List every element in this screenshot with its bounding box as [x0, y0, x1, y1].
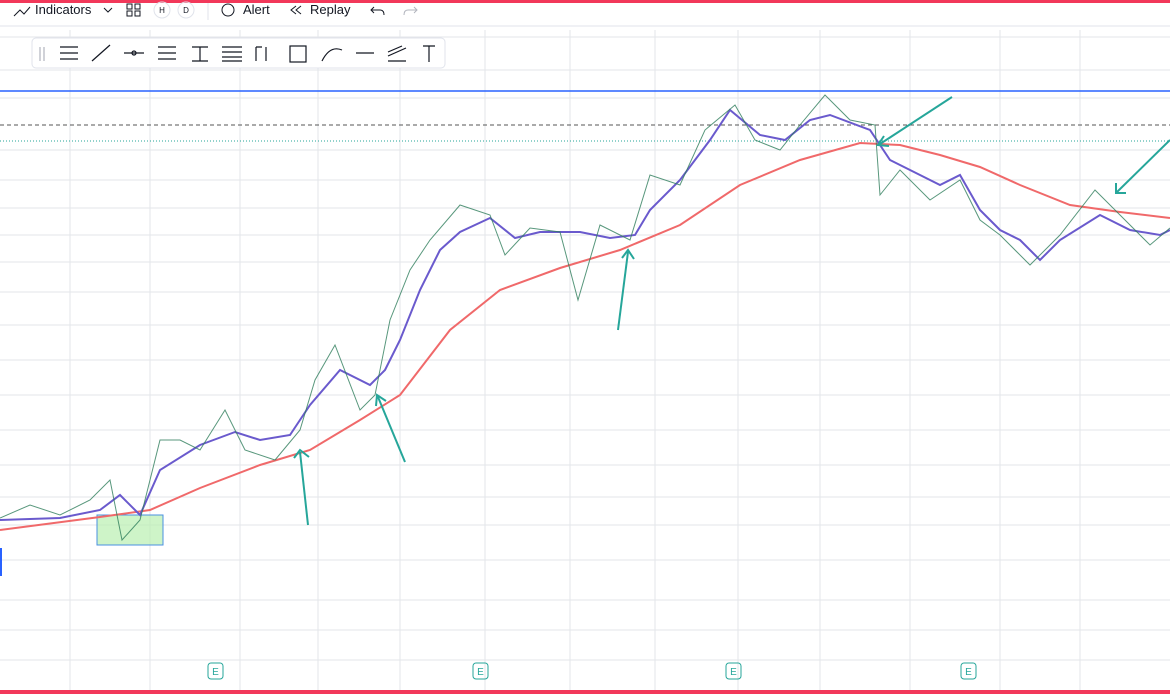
undo-button[interactable]: [370, 6, 385, 16]
drawing-toolbar: [31, 37, 446, 69]
tool-trend-line[interactable]: [91, 44, 111, 62]
hourly-button-frame: [153, 1, 171, 19]
alert-button[interactable]: Alert: [243, 2, 270, 17]
hourly-button[interactable]: H: [159, 6, 165, 15]
drag-handle[interactable]: [39, 47, 45, 61]
redo-button[interactable]: [403, 6, 418, 16]
alert-icon: [221, 3, 235, 17]
tool-rectangle[interactable]: [289, 45, 307, 63]
layout-icon[interactable]: [126, 3, 141, 17]
price-series: [0, 94, 1170, 542]
arrows: [293, 96, 1170, 526]
grid: [0, 30, 1170, 690]
tool-point: [131, 50, 137, 56]
daily-button-frame: [177, 1, 195, 19]
earnings-marker[interactable]: E: [477, 667, 484, 678]
earnings-markers: E E E E: [207, 662, 977, 680]
tool-fan[interactable]: [387, 45, 407, 62]
tool-gann[interactable]: [222, 46, 242, 62]
top-toolbar: [0, 0, 1170, 26]
earnings-marker[interactable]: E: [730, 667, 737, 678]
highlight-box: [96, 514, 164, 546]
slow-moving-average: [0, 141, 1170, 531]
indicators-icon: [13, 6, 31, 17]
indicators-button[interactable]: Indicators: [35, 2, 92, 17]
frame-top: [0, 0, 1170, 3]
tool-text[interactable]: [423, 45, 435, 62]
tool-pattern[interactable]: [255, 46, 267, 61]
daily-button[interactable]: D: [183, 6, 189, 15]
earnings-marker[interactable]: E: [965, 667, 972, 678]
tool-price-range[interactable]: [192, 46, 208, 62]
replay-icon: [290, 5, 302, 15]
dropdown-icon[interactable]: [103, 7, 113, 13]
replay-button[interactable]: Replay: [310, 2, 351, 17]
earnings-marker[interactable]: E: [212, 667, 219, 678]
tool-fib[interactable]: [158, 46, 176, 60]
tool-brush[interactable]: [321, 48, 343, 62]
tool-parallel-channel[interactable]: [60, 46, 78, 60]
frame-bottom: [0, 690, 1170, 694]
